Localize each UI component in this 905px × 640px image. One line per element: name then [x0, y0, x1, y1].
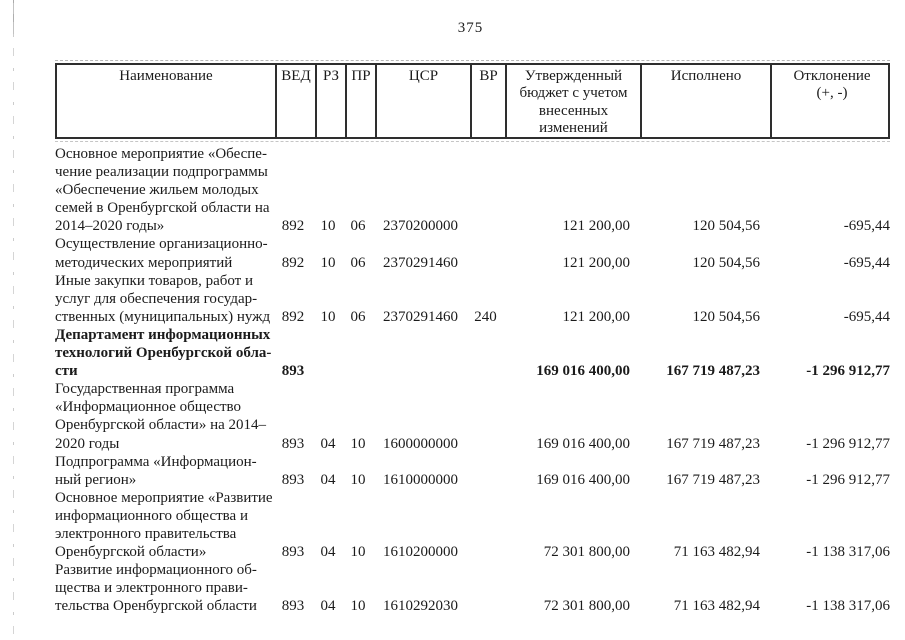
- budget-execution-table: Наименование ВЕД РЗ ПР ЦСР ВР Утвержденный бюд…: [55, 60, 892, 615]
- row-executed: 167 719 487,23: [666, 363, 760, 380]
- row-name: Департамент информационных технологий Ор…: [55, 326, 272, 380]
- row-ved-code: 892: [281, 254, 305, 271]
- row-ved-code: 892: [281, 218, 305, 235]
- row-name: Развитие информационного об- щества и эл…: [55, 562, 257, 615]
- row-approved-budget: 72 301 800,00: [543, 598, 630, 615]
- row-executed: 167 719 487,23: [666, 471, 760, 488]
- row-deviation: -695,44: [843, 254, 890, 271]
- row-name: Осуществление организационно- методическ…: [55, 236, 268, 271]
- row-approved-budget: 169 016 400,00: [536, 363, 630, 380]
- row-name: Государственная программа «Информационно…: [55, 381, 267, 452]
- row-rz-code: 10: [320, 218, 336, 235]
- row-deviation: -1 138 317,06: [806, 544, 890, 561]
- table-row: Иные закупки товаров, работ и услуг для …: [55, 272, 890, 326]
- row-name: Иные закупки товаров, работ и услуг для …: [55, 272, 271, 325]
- column-header: Утвержденный бюджет с учетом внесенных и…: [505, 65, 640, 138]
- row-ved-code: 893: [281, 435, 305, 452]
- row-deviation: -1 296 912,77: [806, 435, 890, 452]
- scan-artifact-line: [13, 0, 14, 34]
- row-name: Основное мероприятие «Развитие информаци…: [55, 489, 273, 561]
- row-csr-code: 1610200000: [383, 544, 458, 561]
- row-pr-code: 10: [350, 471, 366, 488]
- row-deviation: -695,44: [843, 218, 890, 235]
- table-row: Осуществление организационно- методическ…: [55, 235, 890, 271]
- row-executed: 167 719 487,23: [666, 435, 760, 452]
- row-approved-budget: 72 301 800,00: [543, 544, 630, 561]
- column-header: Отклонение (+, -): [770, 65, 892, 138]
- table-row: Департамент информационных технологий Ор…: [55, 326, 890, 380]
- row-csr-code: 1610292030: [383, 598, 458, 615]
- scan-artifact-marks: [13, 0, 14, 640]
- table-row: Развитие информационного об- щества и эл…: [55, 561, 890, 615]
- row-ved-code: 893: [281, 544, 305, 561]
- row-rz-code: 10: [320, 308, 336, 325]
- row-pr-code: 10: [350, 435, 366, 452]
- row-pr-code: 10: [350, 544, 366, 561]
- row-csr-code: 1600000000: [383, 435, 458, 452]
- column-header: ЦСР: [375, 65, 470, 138]
- table-row: Подпрограмма «Информацион- ный регион» 8…: [55, 453, 890, 489]
- column-header: Наименование: [119, 68, 213, 84]
- row-rz-code: 10: [320, 254, 336, 271]
- row-csr-code: 2370291460: [383, 254, 458, 271]
- row-deviation: -1 296 912,77: [806, 363, 890, 380]
- row-pr-code: 06: [350, 308, 366, 325]
- row-executed: 71 163 482,94: [673, 544, 760, 561]
- table-row: Основное мероприятие «Обеспе- чение реал…: [55, 145, 890, 235]
- row-ved-code: 892: [281, 308, 305, 325]
- column-header: ВР: [470, 65, 505, 138]
- column-header: ПР: [345, 65, 375, 138]
- row-executed: 71 163 482,94: [673, 598, 760, 615]
- row-rz-code: 04: [320, 435, 336, 452]
- row-csr-code: 2370200000: [383, 218, 458, 235]
- row-csr-code: 1610000000: [383, 471, 458, 488]
- row-rz-code: 04: [320, 471, 336, 488]
- table-row: Государственная программа «Информационно…: [55, 380, 890, 452]
- row-approved-budget: 169 016 400,00: [536, 435, 630, 452]
- row-deviation: -1 138 317,06: [806, 598, 890, 615]
- row-csr-code: 2370291460: [383, 308, 458, 325]
- row-approved-budget: 169 016 400,00: [536, 471, 630, 488]
- table-row: Основное мероприятие «Развитие информаци…: [55, 489, 890, 561]
- row-executed: 120 504,56: [692, 218, 761, 235]
- row-rz-code: 04: [320, 598, 336, 615]
- column-header: ВЕД: [275, 65, 315, 138]
- row-approved-budget: 121 200,00: [562, 254, 631, 271]
- row-ved-code: 893: [281, 471, 305, 488]
- row-deviation: -695,44: [843, 308, 890, 325]
- row-deviation: -1 296 912,77: [806, 471, 890, 488]
- table-body: Основное мероприятие «Обеспе- чение реал…: [55, 145, 890, 615]
- row-pr-code: 10: [350, 598, 366, 615]
- row-approved-budget: 121 200,00: [562, 308, 631, 325]
- row-executed: 120 504,56: [692, 254, 761, 271]
- page-number: 375: [457, 20, 484, 36]
- row-ved-code: 893: [281, 363, 305, 380]
- column-header: РЗ: [315, 65, 345, 138]
- row-executed: 120 504,56: [692, 308, 761, 325]
- row-pr-code: 06: [350, 218, 366, 235]
- row-name: Основное мероприятие «Обеспе- чение реал…: [55, 146, 270, 235]
- table-header: Наименование ВЕД РЗ ПР ЦСР ВР Утвержденный бюд…: [55, 60, 892, 142]
- row-ved-code: 893: [281, 598, 305, 615]
- row-approved-budget: 121 200,00: [562, 218, 631, 235]
- column-header: Исполнено: [640, 65, 770, 138]
- row-pr-code: 06: [350, 254, 366, 271]
- row-vr-code: 240: [474, 308, 497, 325]
- row-rz-code: 04: [320, 544, 336, 561]
- row-name: Подпрограмма «Информацион- ный регион»: [55, 453, 257, 488]
